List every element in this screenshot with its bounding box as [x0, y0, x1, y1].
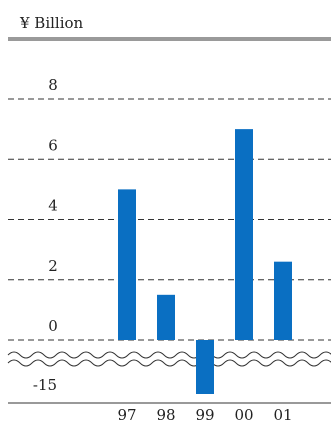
header-rule	[8, 37, 331, 41]
x-tick-label: 00	[234, 406, 253, 422]
x-tick-label: 98	[156, 406, 175, 422]
x-tick-label: 01	[273, 406, 292, 422]
axis-break	[7, 351, 331, 367]
y-tick-label: 2	[48, 257, 58, 275]
y-tick-labels: 8 6 4 2 0 -15	[33, 76, 58, 394]
bars	[118, 129, 292, 394]
y-tick-label: 4	[48, 197, 58, 215]
y-tick-label: 8	[48, 76, 58, 94]
break-wave-lower	[7, 359, 331, 367]
bar-00	[235, 129, 253, 340]
bar-99	[196, 340, 214, 394]
y-tick-label-lower: -15	[33, 376, 57, 394]
bar-01	[274, 261, 292, 340]
unit-label: ¥ Billion	[19, 14, 84, 32]
y-tick-label: 6	[48, 136, 58, 154]
x-tick-labels: 97 98 99 00 01	[117, 406, 292, 422]
bar-98	[157, 294, 175, 340]
break-wave-upper	[7, 351, 331, 359]
x-tick-label: 99	[195, 406, 214, 422]
y-tick-label: 0	[48, 317, 58, 335]
x-tick-label: 97	[117, 406, 136, 422]
bar-97	[118, 189, 136, 340]
